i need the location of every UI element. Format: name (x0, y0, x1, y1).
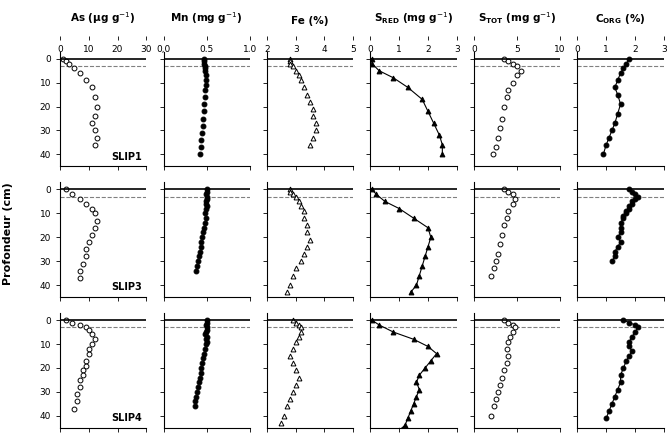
Title: Mn (mg g$^{-1}$): Mn (mg g$^{-1}$) (171, 11, 243, 26)
Text: SLIP3: SLIP3 (111, 283, 142, 292)
Text: SLIP1: SLIP1 (111, 152, 142, 162)
Title: C$_{\mathregular{ORG}}$ (%): C$_{\mathregular{ORG}}$ (%) (596, 12, 646, 26)
Text: Profondeur (cm): Profondeur (cm) (3, 183, 13, 285)
Title: S$_{\mathregular{RED}}$ (mg g$^{-1}$): S$_{\mathregular{RED}}$ (mg g$^{-1}$) (374, 11, 453, 26)
Title: S$_{\mathregular{TOT}}$ (mg g$^{-1}$): S$_{\mathregular{TOT}}$ (mg g$^{-1}$) (478, 11, 556, 26)
Text: SLIP4: SLIP4 (111, 413, 142, 423)
Title: As ($\mathregular{\mu}$g g$^{-1}$): As ($\mathregular{\mu}$g g$^{-1}$) (70, 11, 136, 26)
Title: Fe (%): Fe (%) (291, 16, 329, 26)
